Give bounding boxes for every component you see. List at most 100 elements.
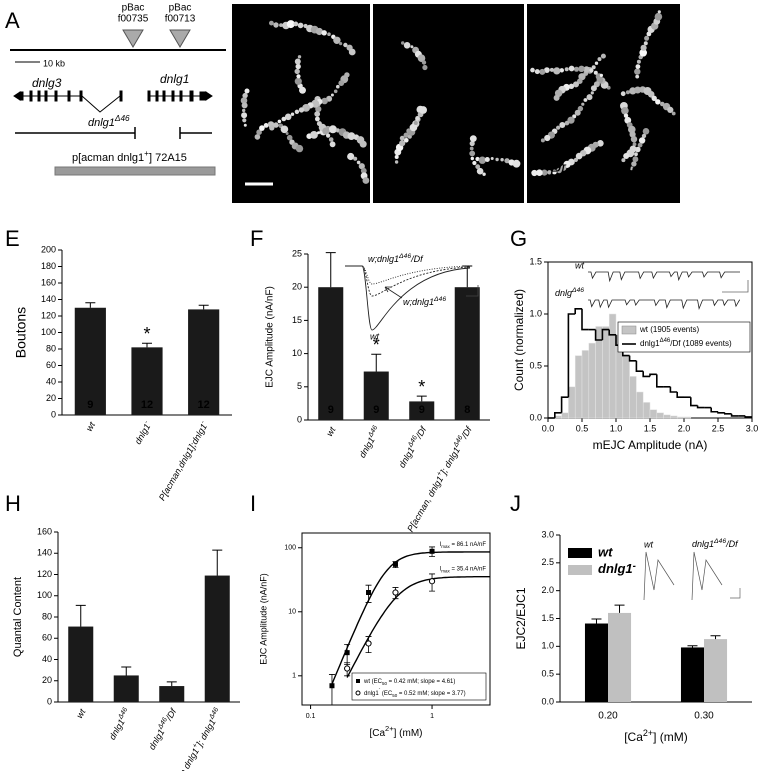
trace — [588, 299, 740, 311]
text-part: 50 — [392, 693, 398, 698]
y-tick-label: 40 — [42, 654, 52, 664]
exon — [67, 90, 71, 102]
legend-swatch — [568, 548, 592, 558]
bar — [204, 575, 230, 702]
x-tick-label: P[acman,dnlg1];dnlg1- — [156, 419, 211, 503]
trace-label: wt — [575, 260, 584, 270]
bouton — [469, 146, 474, 151]
hist-bar — [588, 342, 596, 419]
y-tick-label: 10 — [288, 609, 296, 616]
bouton — [295, 63, 301, 70]
bouton — [600, 53, 606, 59]
bouton — [347, 152, 355, 161]
text-part: max — [441, 544, 450, 549]
bouton — [254, 134, 261, 140]
insertion-name: pBac — [169, 3, 192, 14]
point — [392, 589, 399, 596]
y-tick-label: 0.0 — [529, 412, 542, 422]
bouton — [620, 91, 626, 97]
bouton — [567, 116, 575, 124]
bouton — [597, 57, 602, 62]
bouton — [330, 93, 334, 97]
bouton — [534, 69, 540, 75]
hist-step — [724, 412, 732, 415]
exon — [19, 91, 24, 101]
y-tick-label: 20 — [46, 393, 56, 403]
y-tick-label: 160 — [41, 277, 56, 287]
exon — [79, 90, 83, 102]
bouton — [280, 125, 289, 134]
text-part: - — [143, 419, 151, 425]
text-part: dnlg1 — [357, 436, 377, 460]
insertion-id: f00713 — [165, 14, 196, 25]
legend-box — [617, 321, 751, 353]
trace-label: w;dnlg1Δ46/Df — [368, 253, 424, 265]
y-tick-label: 15 — [292, 315, 302, 325]
bouton — [263, 123, 269, 128]
bouton — [295, 144, 304, 153]
hist-bar — [574, 355, 583, 419]
bouton — [469, 150, 476, 157]
bouton — [242, 118, 247, 123]
trace-scale — [730, 588, 741, 599]
hist-step — [656, 374, 664, 388]
chart: 0.0 0.5 1.0 1.5 0.0 0.5 1.0 1.5 2.0 2.5 3.0 Count (… — [512, 256, 758, 452]
x-tick-label: dnlg1Δ46/Df — [396, 423, 430, 470]
bouton — [636, 59, 641, 64]
trace-label: dnlgΔ46 — [555, 287, 584, 299]
text-part: I — [440, 566, 442, 572]
bouton — [348, 48, 356, 56]
text-part: Δ46 — [398, 253, 411, 260]
bouton — [317, 131, 320, 135]
error-bar — [614, 604, 625, 613]
bouton — [568, 83, 575, 90]
bouton — [269, 20, 274, 26]
hist-bar — [656, 412, 664, 419]
bouton — [475, 164, 481, 170]
bouton — [530, 67, 535, 73]
bouton — [394, 160, 399, 164]
exon — [147, 90, 151, 102]
fit-label: Imax = 35.4 nA/nF — [440, 566, 487, 574]
bouton — [559, 68, 564, 73]
bouton — [339, 42, 343, 46]
bouton — [553, 67, 561, 75]
hist-bar — [663, 414, 671, 419]
bouton — [500, 158, 504, 162]
bouton — [630, 136, 638, 143]
trace — [345, 265, 471, 331]
bouton — [409, 123, 418, 132]
y-axis-label: EJC Amplitude (nA/nF) — [258, 573, 268, 665]
x-axis-label: [Ca2+] (mM) — [624, 728, 688, 744]
bouton — [564, 67, 569, 72]
bouton — [623, 153, 630, 159]
significance: * — [418, 377, 425, 397]
bouton — [624, 116, 632, 124]
hist-step — [649, 373, 657, 377]
text-part: dnlg1 — [640, 339, 660, 348]
bar — [159, 686, 185, 702]
bouton — [401, 41, 405, 45]
panel-label: C — [381, 10, 397, 35]
plot-frame — [301, 532, 491, 706]
hist-step — [560, 396, 569, 413]
trace — [588, 271, 740, 283]
text-part: + — [191, 742, 199, 749]
bouton — [671, 111, 676, 116]
bouton — [490, 157, 494, 160]
bouton — [642, 128, 650, 135]
error-bar — [75, 604, 86, 627]
x-axis-label: mEJC Amplitude (nA) — [593, 438, 708, 452]
bar — [363, 371, 389, 420]
y-axis-label: Quantal Content — [12, 577, 24, 657]
y-tick-label: 0 — [297, 414, 302, 424]
n-label: 12 — [141, 399, 153, 411]
y-tick-label: 25 — [292, 248, 302, 258]
text-part: Δ46 — [660, 338, 671, 344]
x-tick-label: 0.30 — [694, 711, 714, 722]
bouton — [631, 161, 637, 167]
bouton — [328, 137, 334, 142]
trace-scale — [722, 280, 749, 293]
bar — [680, 647, 704, 702]
bouton — [403, 42, 411, 49]
